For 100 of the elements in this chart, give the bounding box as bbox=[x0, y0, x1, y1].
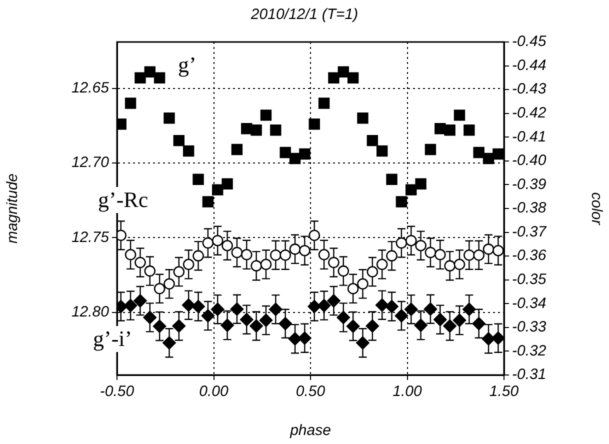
point bbox=[288, 332, 302, 346]
y2-tick-label: -0.31 bbox=[512, 366, 546, 384]
point bbox=[492, 331, 504, 345]
point bbox=[231, 246, 243, 258]
point bbox=[259, 314, 273, 327]
series-label: g’ bbox=[178, 52, 196, 77]
point bbox=[182, 298, 196, 312]
point bbox=[260, 110, 272, 121]
point bbox=[231, 144, 243, 156]
point bbox=[454, 258, 466, 270]
point bbox=[376, 145, 388, 157]
point bbox=[298, 331, 312, 345]
point bbox=[154, 72, 166, 84]
point bbox=[454, 110, 466, 121]
point bbox=[299, 244, 310, 256]
point bbox=[385, 300, 398, 314]
point bbox=[347, 283, 359, 294]
point bbox=[424, 302, 438, 316]
point bbox=[406, 184, 417, 196]
y2-tick-label: -0.41 bbox=[512, 128, 546, 146]
point bbox=[444, 124, 456, 136]
point bbox=[366, 319, 380, 333]
point bbox=[386, 174, 398, 185]
point bbox=[473, 249, 484, 261]
point bbox=[280, 249, 291, 261]
point bbox=[164, 112, 175, 124]
y2-tick-label: -0.40 bbox=[512, 152, 547, 170]
x-tick-label: 1.50 bbox=[489, 383, 520, 400]
point bbox=[482, 332, 496, 346]
point bbox=[144, 265, 156, 277]
point bbox=[124, 298, 138, 312]
point bbox=[482, 152, 494, 164]
point bbox=[444, 260, 456, 272]
point bbox=[172, 319, 186, 333]
point bbox=[192, 250, 204, 262]
point bbox=[308, 230, 320, 242]
point bbox=[222, 240, 233, 252]
point bbox=[134, 294, 147, 308]
point bbox=[240, 312, 254, 326]
point bbox=[124, 248, 136, 260]
point bbox=[396, 237, 408, 249]
point bbox=[346, 320, 360, 333]
point bbox=[299, 148, 310, 160]
point bbox=[405, 234, 417, 246]
x-tick-label: -0.50 bbox=[100, 383, 135, 400]
point bbox=[424, 246, 436, 258]
x-axis-title: phase bbox=[289, 422, 331, 440]
point bbox=[250, 319, 263, 333]
y2-tick-label: -0.36 bbox=[512, 247, 547, 264]
point bbox=[318, 98, 330, 109]
point bbox=[328, 72, 340, 84]
point bbox=[124, 98, 136, 109]
y-tick-label: 12.70 bbox=[71, 154, 110, 172]
point bbox=[492, 244, 504, 256]
point bbox=[250, 124, 262, 136]
point bbox=[462, 302, 476, 316]
point bbox=[270, 124, 282, 136]
point bbox=[192, 300, 205, 314]
point bbox=[317, 298, 331, 312]
chart-title: 2010/12/1 (T=1) bbox=[250, 6, 358, 24]
point bbox=[240, 248, 252, 260]
point bbox=[347, 72, 359, 84]
point bbox=[289, 244, 301, 255]
point bbox=[328, 256, 340, 268]
point bbox=[280, 146, 291, 158]
point bbox=[472, 316, 486, 330]
point bbox=[173, 266, 185, 278]
point bbox=[375, 298, 389, 312]
point bbox=[154, 283, 166, 294]
point bbox=[162, 336, 176, 350]
point bbox=[415, 240, 426, 252]
point bbox=[134, 72, 146, 84]
y2-tick-label: -0.32 bbox=[512, 342, 547, 360]
point bbox=[492, 148, 504, 160]
point bbox=[270, 249, 282, 261]
point bbox=[327, 294, 340, 308]
point bbox=[201, 309, 215, 322]
point bbox=[152, 320, 166, 333]
point bbox=[289, 152, 301, 164]
point bbox=[434, 248, 446, 260]
point bbox=[366, 266, 378, 278]
point bbox=[338, 66, 349, 78]
point bbox=[308, 300, 322, 314]
y-axis-title: magnitude bbox=[4, 173, 22, 244]
point bbox=[443, 319, 456, 333]
point bbox=[414, 318, 428, 332]
point bbox=[250, 260, 262, 272]
point bbox=[424, 144, 436, 156]
point bbox=[222, 178, 233, 190]
point bbox=[220, 318, 234, 332]
point bbox=[366, 134, 378, 146]
point bbox=[473, 146, 484, 158]
point bbox=[464, 249, 475, 261]
series-label: g’-Rc bbox=[98, 187, 148, 212]
y2-tick-label: -0.44 bbox=[512, 56, 546, 74]
point bbox=[134, 256, 146, 268]
point bbox=[192, 174, 204, 185]
point bbox=[210, 302, 224, 316]
point bbox=[415, 178, 426, 190]
point bbox=[269, 302, 282, 316]
